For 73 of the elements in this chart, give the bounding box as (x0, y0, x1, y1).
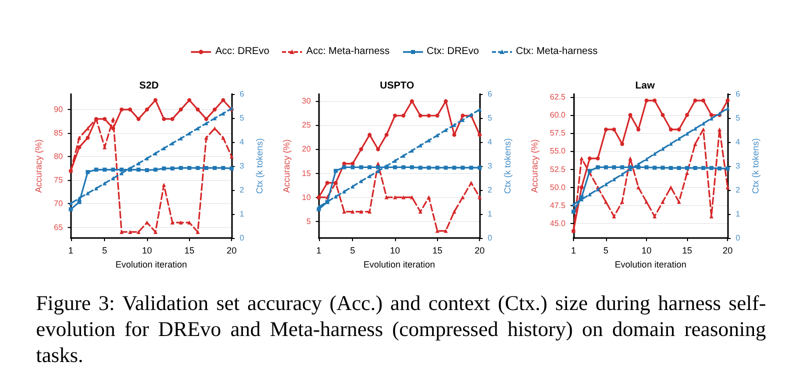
y-tick-label: 75 (54, 176, 64, 185)
x-tick-label: 5 (350, 246, 356, 256)
legend-label: Ctx: DREvo (426, 46, 479, 57)
y2-tick-label: 1 (240, 210, 245, 219)
x-tick-label: 1 (570, 246, 576, 256)
x-tick-label: 20 (722, 246, 733, 256)
caption: Figure 3: Validation set accuracy (Acc.) and context (Ctx.) size during harness self-evolution for DREvo and Meta-harness (compressed history) on domain reasoning tasks. (36, 290, 766, 368)
x-axis-title: Evolution iteration (115, 260, 187, 270)
y2-tick-label: 5 (488, 114, 493, 123)
y-tick-label: 5 (306, 216, 312, 226)
y2-tick-label: 4 (240, 138, 245, 147)
x-tick-label: 5 (102, 246, 108, 256)
y2-axis-title: Ctx (k tokens) (254, 138, 264, 194)
x-tick-label: 15 (184, 246, 194, 256)
y-tick-label: 52.5 (550, 164, 566, 174)
legend-label: Acc: Meta-harness (306, 46, 390, 57)
legend-label: Acc: DREvo (215, 46, 270, 57)
chart-title: USPTO (380, 80, 414, 92)
x-axis-title: Evolution iteration (614, 260, 686, 270)
y2-tick-label: 6 (736, 90, 741, 98)
legend-label: Ctx: Meta-harness (516, 46, 598, 57)
y-tick-label: 55.0 (550, 146, 566, 156)
y-tick-label: 62.5 (550, 92, 566, 102)
x-tick-label: 1 (68, 246, 74, 256)
y2-tick-label: 4 (488, 138, 493, 147)
y-tick-label: 20 (302, 144, 312, 154)
y-tick-label: 10 (302, 192, 312, 202)
y2-tick-label: 6 (488, 90, 493, 98)
y2-tick-label: 1 (736, 210, 741, 219)
y2-tick-label: 3 (736, 162, 741, 171)
y2-tick-label: 0 (488, 234, 493, 243)
x-axis-title: Evolution iteration (363, 260, 435, 270)
y2-tick-label: 2 (240, 186, 245, 195)
y-tick-label: 57.5 (550, 128, 566, 138)
y-tick-label: 80 (54, 152, 64, 162)
y2-tick-label: 2 (736, 186, 741, 195)
x-tick-label: 10 (641, 246, 652, 256)
y2-tick-label: 3 (240, 162, 245, 171)
y2-tick-label: 4 (736, 138, 741, 147)
x-tick-label: 10 (390, 246, 400, 256)
chart-title: S2D (139, 80, 159, 92)
y-tick-label: 85 (54, 128, 64, 138)
y-tick-label: 47.5 (550, 201, 566, 210)
y-tick-label: 50.0 (550, 182, 566, 192)
y2-tick-label: 5 (240, 114, 245, 123)
y2-axis-title: Ctx (k tokens) (502, 138, 512, 194)
y-tick-label: 45.0 (550, 219, 566, 228)
y-tick-label: 90 (54, 105, 64, 114)
y2-tick-label: 0 (736, 234, 741, 243)
y-tick-label: 65 (54, 222, 64, 232)
x-tick-label: 15 (682, 246, 692, 256)
y-tick-label: 25 (302, 120, 312, 130)
x-tick-label: 20 (226, 246, 237, 256)
y2-tick-label: 6 (240, 90, 245, 98)
y-tick-label: 70 (54, 199, 64, 208)
y-tick-label: 60.0 (550, 110, 566, 120)
x-tick-label: 1 (316, 246, 322, 256)
y-axis-title: Accuracy (%) (34, 139, 44, 193)
y2-tick-label: 0 (240, 234, 245, 243)
y-tick-label: 15 (302, 168, 312, 178)
y-tick-label: 30 (302, 96, 312, 106)
y2-axis-title: Ctx (k tokens) (750, 138, 760, 194)
y2-tick-label: 5 (736, 114, 741, 123)
y-axis-title: Accuracy (%) (530, 139, 540, 193)
y2-tick-label: 2 (488, 186, 493, 195)
chart-title: Law (635, 80, 655, 92)
x-tick-label: 10 (142, 246, 152, 256)
y2-tick-label: 3 (488, 162, 493, 171)
y-axis-title: Accuracy (%) (282, 139, 292, 193)
x-tick-label: 15 (432, 246, 442, 256)
x-tick-label: 5 (603, 246, 608, 256)
x-tick-label: 20 (474, 246, 485, 256)
y2-tick-label: 1 (488, 210, 493, 219)
